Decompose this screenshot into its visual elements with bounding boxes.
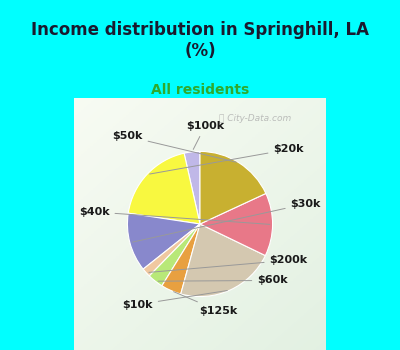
Text: $30k: $30k: [132, 199, 321, 242]
Wedge shape: [128, 213, 200, 269]
Wedge shape: [162, 224, 200, 294]
Text: $125k: $125k: [174, 292, 237, 316]
Text: $40k: $40k: [79, 207, 270, 224]
Text: $100k: $100k: [186, 121, 224, 149]
Text: $50k: $50k: [112, 131, 236, 162]
Text: $10k: $10k: [122, 290, 227, 310]
Wedge shape: [181, 224, 265, 296]
Wedge shape: [128, 153, 200, 224]
Text: $20k: $20k: [150, 145, 304, 174]
Text: ⓘ City-Data.com: ⓘ City-Data.com: [219, 114, 292, 122]
Text: $200k: $200k: [149, 255, 308, 272]
Text: Income distribution in Springhill, LA
(%): Income distribution in Springhill, LA (%…: [31, 21, 369, 61]
Wedge shape: [200, 152, 266, 224]
Wedge shape: [184, 152, 200, 224]
Text: All residents: All residents: [151, 83, 249, 97]
Text: $60k: $60k: [158, 275, 288, 286]
Wedge shape: [149, 224, 200, 286]
Wedge shape: [200, 194, 272, 256]
Wedge shape: [143, 224, 200, 276]
